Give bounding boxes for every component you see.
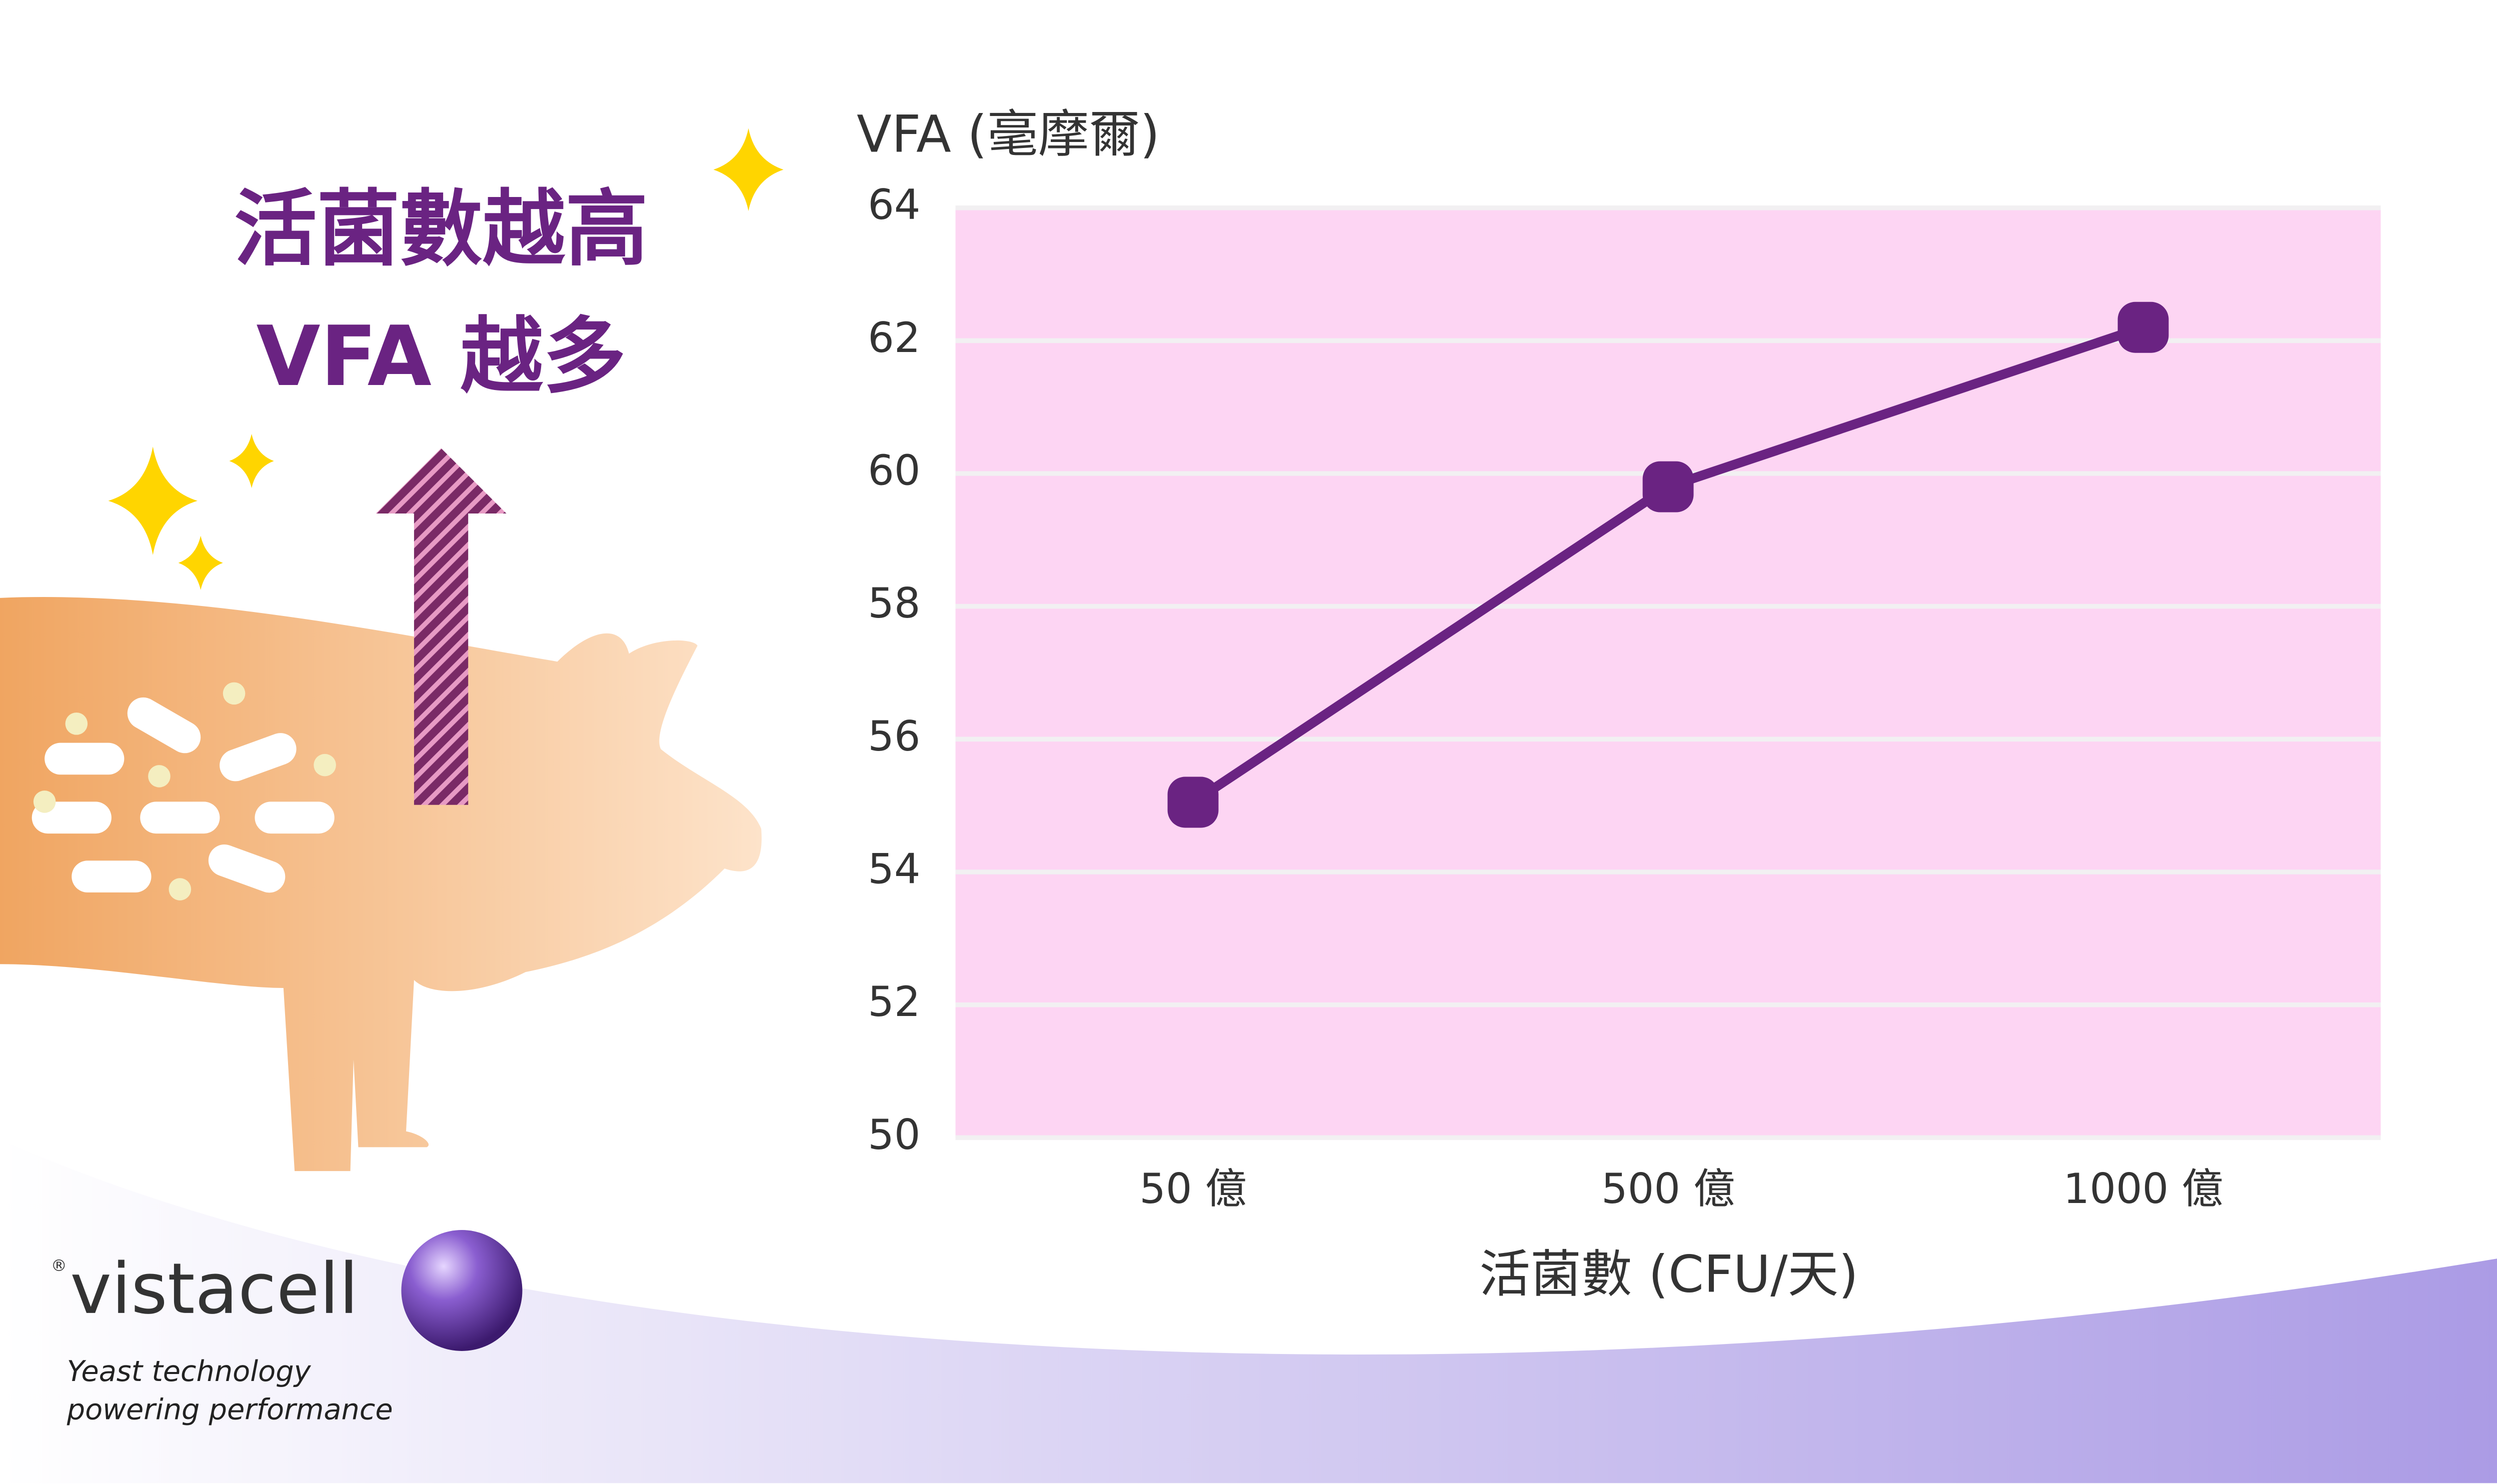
logo-tagline: Yeast technology	[67, 1354, 312, 1388]
y-tick-label: 62	[868, 314, 920, 362]
y-tick-label: 56	[868, 712, 920, 760]
data-point	[1642, 461, 1694, 512]
data-point	[1167, 776, 1219, 828]
wave	[0, 1139, 2497, 1484]
y-tick-label: 64	[868, 180, 920, 229]
y-tick-label: 54	[868, 844, 920, 893]
logo-sphere	[401, 1230, 523, 1351]
x-tick-label: 500 億	[1601, 1164, 1735, 1213]
y-tick-label: 60	[868, 446, 920, 494]
y-tick-label: 52	[868, 978, 920, 1026]
sparkles	[108, 128, 784, 590]
y-axis-label: VFA (毫摩爾)	[857, 104, 1160, 164]
logo-mark: ®	[51, 1256, 67, 1275]
headline: 活菌數越高	[234, 181, 648, 278]
y-tick-label: 50	[868, 1110, 920, 1159]
plot-area	[955, 208, 2381, 1138]
x-tick-label: 1000 億	[2063, 1164, 2223, 1213]
x-axis-label: 活菌數 (CFU/天)	[1479, 1244, 1858, 1304]
dots	[33, 682, 336, 900]
logo-tagline: powering performance	[67, 1393, 393, 1426]
x-tick-label: 50 億	[1139, 1164, 1246, 1213]
headline: VFA 越多	[256, 308, 626, 405]
bacteria	[32, 697, 335, 893]
y-tick-label: 58	[868, 579, 920, 628]
up-arrow	[376, 448, 507, 805]
data-point	[2117, 302, 2169, 353]
logo-brand: vistacell	[70, 1248, 359, 1330]
